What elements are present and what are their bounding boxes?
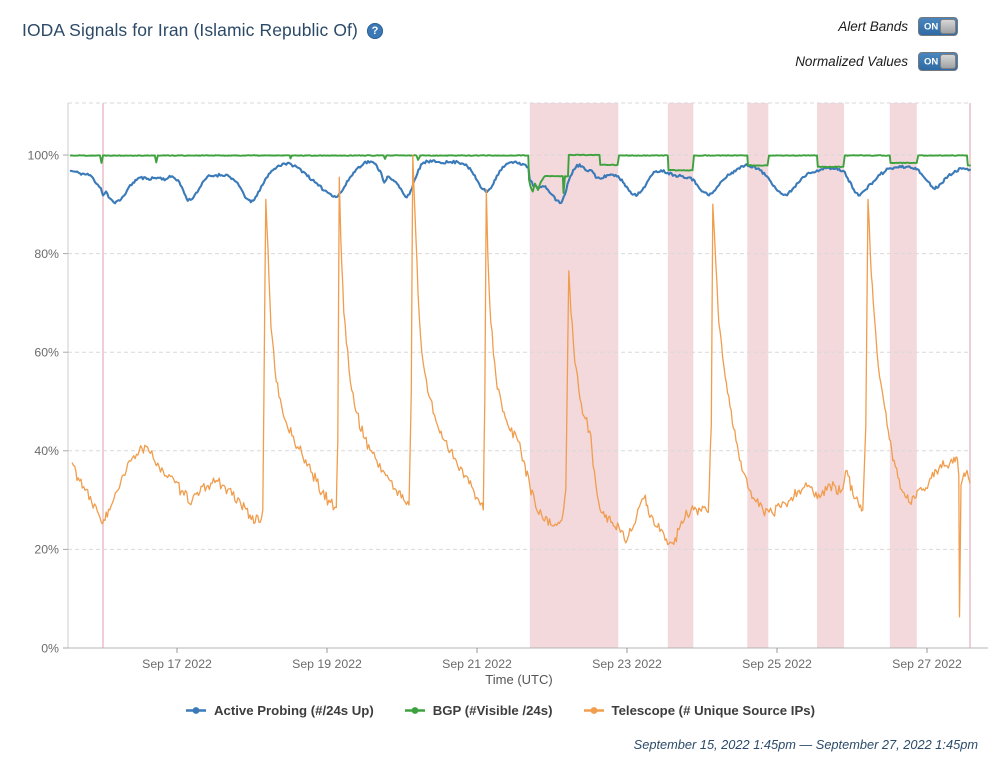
toggle-on-text: ON (924, 21, 939, 32)
chart-legend: Active Probing (#/24s Up) BGP (#Visible … (0, 703, 1000, 718)
bgp-marker-icon (404, 707, 425, 714)
x-tick-label: Sep 25 2022 (742, 657, 812, 671)
legend-label: Active Probing (#/24s Up) (214, 703, 374, 718)
normalized-values-toggle[interactable]: ON (918, 52, 958, 71)
legend-item-bgp[interactable]: BGP (#Visible /24s) (404, 703, 553, 718)
x-tick-label: Sep 19 2022 (292, 657, 362, 671)
y-tick-label: 20% (34, 543, 59, 557)
y-tick-label: 0% (41, 641, 59, 655)
page-title: IODA Signals for Iran (Islamic Republic … (22, 20, 358, 40)
legend-item-telescope[interactable]: Telescope (# Unique Source IPs) (583, 703, 816, 718)
legend-item-active-probing[interactable]: Active Probing (#/24s Up) (185, 703, 374, 718)
toggle-knob[interactable] (940, 19, 956, 34)
date-range-text: September 15, 2022 1:45pm — September 27… (633, 737, 978, 752)
y-tick-label: 40% (34, 444, 59, 458)
y-tick-label: 60% (34, 346, 59, 360)
normalized-values-label: Normalized Values (795, 54, 908, 69)
alert-bands-label: Alert Bands (838, 19, 908, 34)
legend-label: Telescope (# Unique Source IPs) (611, 703, 816, 718)
series-line-0 (69, 159, 972, 205)
x-axis-title: Time (UTC) (485, 672, 552, 687)
alert-bands-control: Alert Bands ON (838, 17, 958, 36)
normalized-values-control: Normalized Values ON (795, 52, 958, 71)
series-line-1 (69, 153, 971, 194)
chart-header: IODA Signals for Iran (Islamic Republic … (22, 20, 383, 41)
y-tick-label: 80% (34, 247, 59, 261)
alert-bands-toggle[interactable]: ON (918, 17, 958, 36)
signals-time-series-chart[interactable]: 0% 20% 40% 60% 80% 100% Sep 17 2022 Sep 19 2022… (0, 80, 1000, 705)
alert-band (667, 103, 694, 648)
alert-band (889, 103, 917, 648)
x-tick-label: Sep 21 2022 (442, 657, 512, 671)
alert-band (817, 103, 844, 648)
x-tick-label: Sep 23 2022 (592, 657, 662, 671)
toggle-knob[interactable] (940, 54, 956, 69)
x-tick-label: Sep 27 2022 (892, 657, 962, 671)
alert-band (529, 103, 619, 648)
toggle-on-text: ON (924, 56, 939, 67)
y-tick-label: 100% (28, 148, 60, 162)
x-tick-label: Sep 17 2022 (142, 657, 212, 671)
help-icon[interactable]: ? (366, 22, 383, 39)
series-line-2 (71, 154, 971, 618)
telescope-marker-icon (583, 707, 604, 714)
active-probing-marker-icon (186, 707, 206, 714)
legend-label: BGP (#Visible /24s) (432, 703, 553, 718)
alert-band (747, 103, 769, 648)
